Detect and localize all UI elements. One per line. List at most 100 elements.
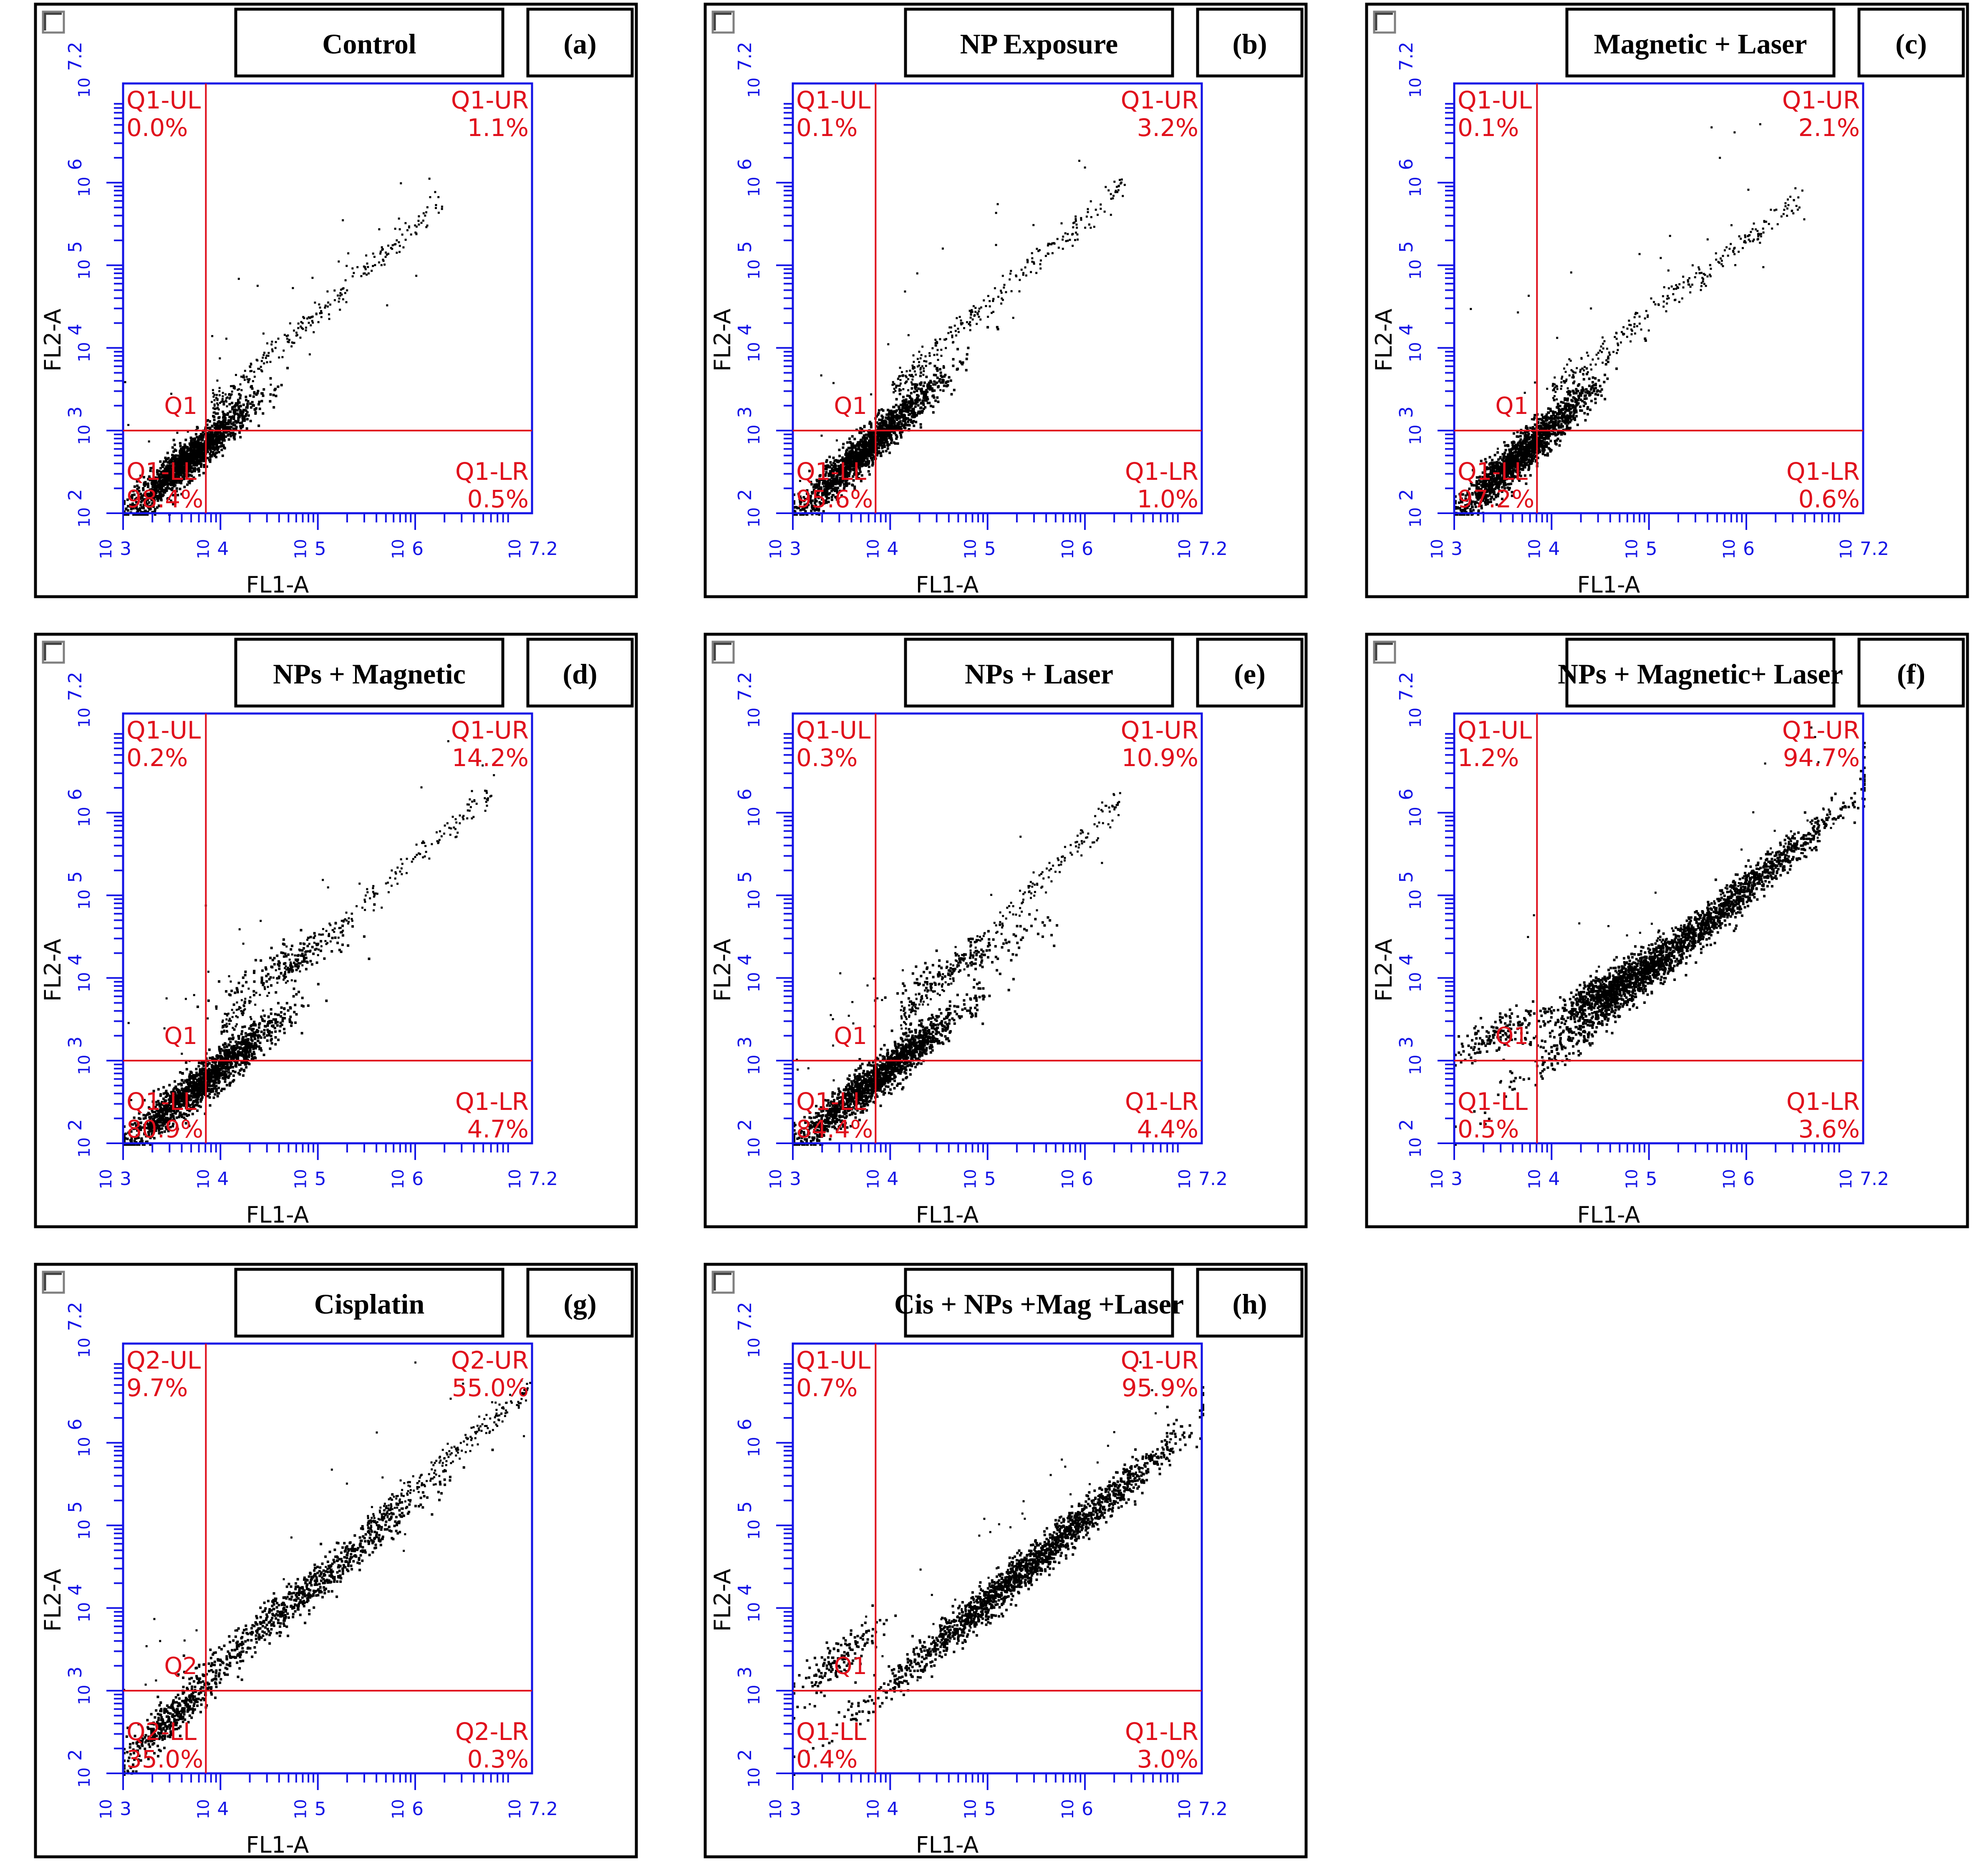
x-tick-exponent: 3 — [120, 1168, 131, 1190]
panel-label: (b) — [1232, 28, 1267, 60]
y-tick-base: 10 — [75, 1685, 93, 1705]
y-tick-label: 107.2 — [65, 42, 93, 98]
y-tick-label: 107.2 — [1396, 42, 1425, 98]
x-tick-label: 10 5 — [961, 1798, 996, 1820]
y-tick-exponent: 6 — [1396, 789, 1417, 800]
checkbox-shadow — [714, 643, 731, 661]
x-tick-base: 10 — [864, 1799, 882, 1819]
x-tick-label: 10 3 — [767, 1168, 801, 1190]
checkbox-icon[interactable] — [1373, 640, 1396, 664]
x-tick-exponent: 7.2 — [1860, 538, 1889, 560]
label-box — [526, 1268, 634, 1338]
x-tick-label: 10 3 — [1428, 538, 1463, 560]
y-tick-label: 10 5 — [65, 1501, 93, 1540]
x-tick-base: 10 — [506, 1799, 524, 1819]
checkbox-icon[interactable] — [42, 640, 65, 664]
y-tick-exponent: 2 — [65, 1119, 86, 1131]
panel-frame — [34, 3, 638, 598]
checkbox-shadow — [714, 13, 731, 30]
y-tick-exponent: 4 — [734, 954, 756, 966]
x-axis-label: FL1-A — [1577, 1202, 1640, 1228]
x-axis: 10 3 10 4 10 5 10 6 10 7.2 — [1428, 1143, 1889, 1190]
y-tick-base: 10 — [745, 342, 763, 362]
panel-frame — [1365, 3, 1969, 598]
quadrant-ur-value: 2.1% — [1798, 113, 1860, 142]
quadrant-ul-value: 0.2% — [126, 744, 188, 772]
label-box — [1857, 638, 1965, 708]
quadrant-lr-value: 0.5% — [467, 485, 529, 513]
y-tick-label: 10 4 — [1396, 324, 1425, 362]
y-axis-ticks — [106, 733, 123, 1144]
x-tick-exponent: 7.2 — [1198, 1798, 1228, 1820]
x-tick-base: 10 — [1623, 1169, 1641, 1189]
checkbox-icon[interactable] — [711, 640, 735, 664]
y-tick-label: 107.2 — [734, 42, 763, 98]
y-tick-base: 10 — [75, 1602, 93, 1622]
x-tick-base: 10 — [97, 539, 115, 559]
checkbox-shadow — [1375, 13, 1393, 30]
y-tick-base: 10 — [745, 507, 763, 527]
y-tick-label: 10 5 — [1396, 241, 1425, 280]
y-tick-exponent: 3 — [1396, 406, 1417, 418]
y-tick-exponent: 4 — [734, 1584, 756, 1596]
checkbox-icon[interactable] — [711, 10, 735, 34]
y-tick-exponent: 4 — [65, 954, 86, 966]
x-tick-base: 10 — [506, 1169, 524, 1189]
quadrant-lr-value: 4.4% — [1137, 1115, 1198, 1143]
quadrant-ll-label: Q1-LL — [1458, 1087, 1528, 1116]
x-tick-label: 10 5 — [292, 1798, 326, 1820]
x-tick-label: 10 5 — [292, 1168, 326, 1190]
y-tick-base: 10 — [745, 1768, 763, 1788]
y-axis-label: FL2-A — [40, 939, 66, 1002]
y-tick-label: 10 6 — [1396, 789, 1425, 827]
y-axis-ticks — [106, 1363, 123, 1774]
y-tick-label: 10 4 — [734, 954, 763, 992]
label-box — [1196, 1268, 1304, 1338]
y-tick-exponent: 7.2 — [734, 672, 756, 701]
x-tick-exponent: 3 — [1451, 538, 1463, 560]
quadrant-ll-value: 98.4% — [126, 485, 203, 513]
y-tick-exponent: 7.2 — [65, 42, 86, 71]
y-tick-base: 10 — [75, 1137, 93, 1157]
event-dots — [1454, 123, 1806, 516]
y-tick-label: 10 6 — [734, 159, 763, 197]
x-tick-base: 10 — [864, 539, 882, 559]
x-tick-exponent: 5 — [315, 538, 326, 560]
y-tick-label: 10 2 — [1396, 1119, 1425, 1157]
y-tick-base: 10 — [75, 708, 93, 728]
y-tick-base: 10 — [745, 890, 763, 910]
y-tick-exponent: 2 — [734, 1749, 756, 1761]
checkbox-icon[interactable] — [42, 10, 65, 34]
y-tick-base: 10 — [745, 1338, 763, 1358]
gate-name: Q1 — [834, 1023, 867, 1050]
checkbox-icon[interactable] — [42, 1271, 65, 1294]
checkbox-icon[interactable] — [711, 1271, 735, 1294]
y-tick-label: 10 2 — [734, 489, 763, 527]
y-tick-base: 10 — [75, 1338, 93, 1358]
y-tick-label: 107.2 — [65, 1302, 93, 1358]
panel-frame — [704, 3, 1308, 598]
y-tick-base: 10 — [745, 972, 763, 992]
panel-h: Cis + NPs +Mag +Laser (h) Q1 Q1-UL0.7% Q1-UR… — [704, 1263, 1308, 1858]
checkbox-icon[interactable] — [1373, 10, 1396, 34]
x-tick-label: 10 7.2 — [1175, 538, 1228, 560]
y-tick-base: 10 — [1406, 972, 1425, 992]
quadrant-ul-label: Q2-UL — [126, 1346, 201, 1374]
y-tick-label: 10 2 — [734, 1119, 763, 1157]
quadrant-ur-value: 55.0% — [452, 1374, 529, 1402]
y-tick-label: 10 5 — [734, 871, 763, 910]
y-axis-label: FL2-A — [709, 1569, 736, 1632]
x-tick-label: 10 4 — [1525, 1168, 1560, 1190]
x-tick-base: 10 — [194, 1799, 212, 1819]
x-tick-base: 10 — [1525, 1169, 1544, 1189]
panel-label: (h) — [1232, 1288, 1267, 1320]
y-tick-exponent: 2 — [1396, 489, 1417, 501]
gate-name: Q1 — [164, 393, 197, 420]
event-dots — [793, 1361, 1204, 1776]
x-axis: 10 3 10 4 10 5 10 6 10 7.2 — [97, 1773, 558, 1820]
panel-f: NPs + Magnetic+ Laser (f) Q1 Q1-UL1.2% Q1-UR… — [1365, 633, 1969, 1228]
x-tick-label: 10 3 — [97, 538, 131, 560]
x-tick-label: 10 7.2 — [1175, 1798, 1228, 1820]
